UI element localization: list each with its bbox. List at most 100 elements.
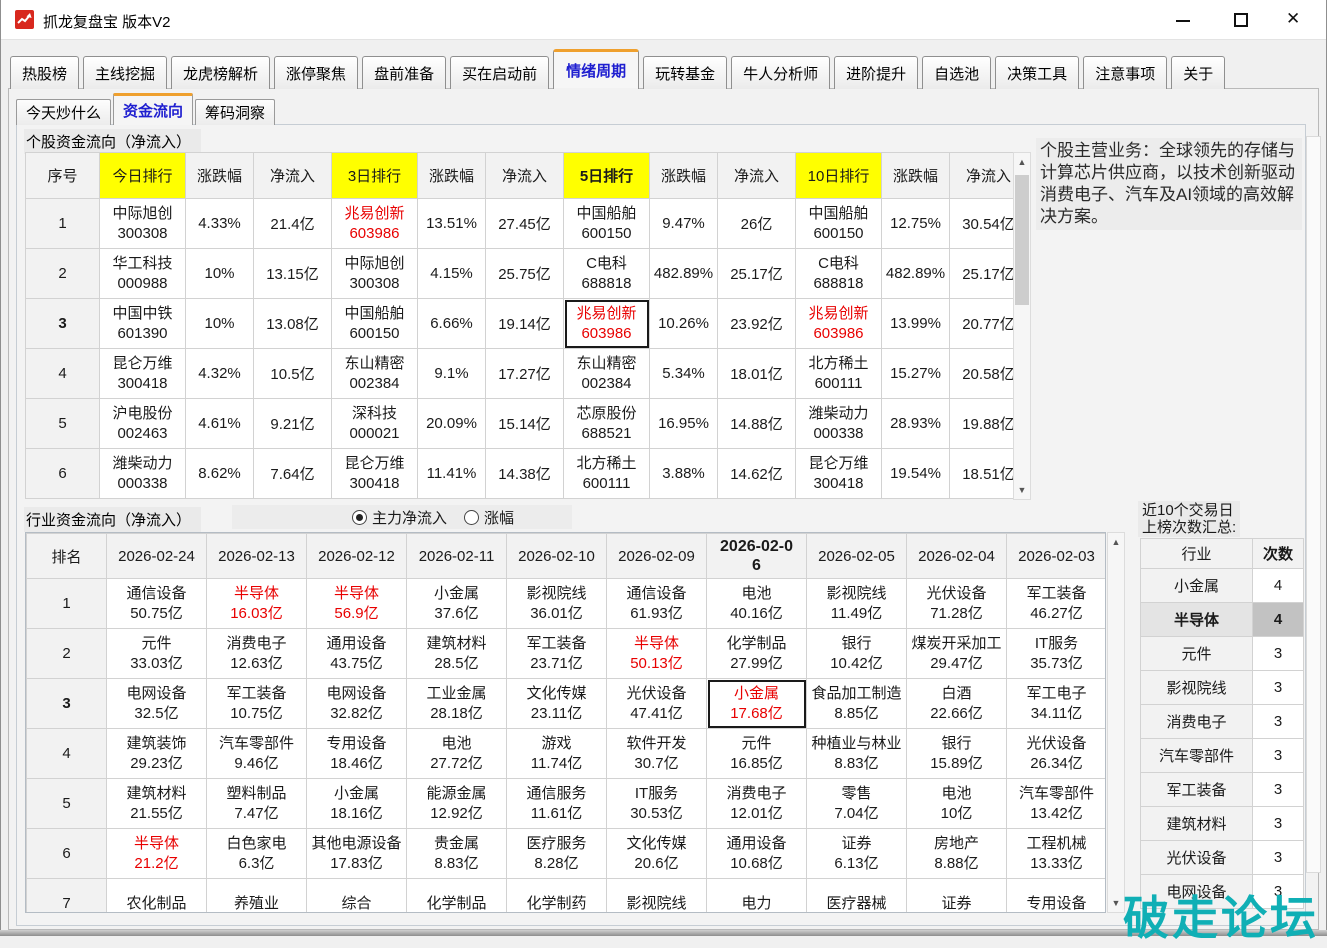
value-cell[interactable]: 17.27亿: [485, 348, 564, 399]
subtab-资金流向[interactable]: 资金流向: [113, 93, 194, 125]
industry-col-header[interactable]: 2026-02-10: [506, 533, 607, 579]
scroll-up-icon[interactable]: ▲: [1017, 157, 1027, 167]
summary-row[interactable]: 影视院线 3: [1140, 670, 1304, 705]
summary-industry[interactable]: 影视院线: [1140, 670, 1253, 705]
value-cell[interactable]: 3.88%: [649, 448, 718, 499]
industry-cell[interactable]: 电网设备 32.5亿: [106, 678, 207, 729]
stock-col-header[interactable]: 涨跌幅: [881, 152, 950, 199]
value-cell[interactable]: 13.51%: [417, 198, 486, 249]
industry-cell[interactable]: 电池 27.72亿: [406, 728, 507, 779]
maximize-button[interactable]: [1218, 0, 1264, 40]
industry-cell[interactable]: 汽车零部件 9.46亿: [206, 728, 307, 779]
stock-cell[interactable]: 沪电股份 002463: [99, 398, 186, 449]
industry-col-header[interactable]: 2026-02-04: [906, 533, 1007, 579]
industry-cell[interactable]: 小金属 17.68亿: [706, 678, 807, 729]
value-cell[interactable]: 4.33%: [185, 198, 254, 249]
industry-cell[interactable]: 元件 33.03亿: [106, 628, 207, 679]
tab-决策工具[interactable]: 决策工具: [995, 56, 1080, 89]
value-cell[interactable]: 11.41%: [417, 448, 486, 499]
minimize-button[interactable]: [1160, 0, 1206, 40]
stock-cell[interactable]: 兆易创新 603986: [563, 298, 650, 349]
industry-cell[interactable]: 文化传媒 20.6亿: [606, 828, 707, 879]
industry-cell[interactable]: 银行 15.89亿: [906, 728, 1007, 779]
summary-row[interactable]: 电网设备 3: [1140, 874, 1304, 909]
industry-cell[interactable]: IT服务 30.53亿: [606, 778, 707, 829]
radio-change-percent[interactable]: 涨幅: [464, 507, 514, 528]
tab-牛人分析师[interactable]: 牛人分析师: [731, 56, 831, 89]
industry-cell[interactable]: 文化传媒 23.11亿: [506, 678, 607, 729]
value-cell[interactable]: 12.75%: [881, 198, 950, 249]
summary-industry[interactable]: 军工装备: [1140, 772, 1253, 807]
value-cell[interactable]: 19.14亿: [485, 298, 564, 349]
value-cell[interactable]: 6.66%: [417, 298, 486, 349]
stock-cell[interactable]: 昆仑万维 300418: [331, 448, 418, 499]
stock-cell[interactable]: C电科 688818: [563, 248, 650, 299]
industry-cell[interactable]: 影视院线 11.49亿: [806, 578, 907, 629]
stock-cell[interactable]: 兆易创新 603986: [795, 298, 882, 349]
industry-cell[interactable]: 通信设备 50.75亿: [106, 578, 207, 629]
industry-col-header[interactable]: 2026-02-12: [306, 533, 407, 579]
stock-col-header[interactable]: 序号: [25, 152, 100, 199]
industry-table-scrollbar[interactable]: ▲ ▼: [1107, 532, 1125, 913]
tab-龙虎榜解析[interactable]: 龙虎榜解析: [171, 56, 271, 89]
industry-cell[interactable]: 建筑材料 21.55亿: [106, 778, 207, 829]
value-cell[interactable]: 8.62%: [185, 448, 254, 499]
industry-cell[interactable]: 消费电子 12.01亿: [706, 778, 807, 829]
industry-cell[interactable]: 专用设备 18.46亿: [306, 728, 407, 779]
stock-col-header[interactable]: 净流入: [717, 152, 796, 199]
industry-cell[interactable]: 通用设备 43.75亿: [306, 628, 407, 679]
value-cell[interactable]: 10.26%: [649, 298, 718, 349]
value-cell[interactable]: 4.61%: [185, 398, 254, 449]
value-cell[interactable]: 15.27%: [881, 348, 950, 399]
summary-row[interactable]: 半导体 4: [1140, 602, 1304, 637]
industry-cell[interactable]: 建筑装饰 29.23亿: [106, 728, 207, 779]
stock-cell[interactable]: 华工科技 000988: [99, 248, 186, 299]
industry-cell[interactable]: 电池 10亿: [906, 778, 1007, 829]
value-cell[interactable]: 9.21亿: [253, 398, 332, 449]
stock-col-header[interactable]: 3日排行: [331, 152, 418, 199]
summary-row[interactable]: 消费电子 3: [1140, 704, 1304, 739]
industry-cell[interactable]: 军工电子 34.11亿: [1006, 678, 1105, 729]
industry-cell[interactable]: 消费电子 12.63亿: [206, 628, 307, 679]
industry-cell[interactable]: 化学制药: [506, 878, 607, 912]
industry-cell[interactable]: 军工装备 10.75亿: [206, 678, 307, 729]
industry-cell[interactable]: 游戏 11.74亿: [506, 728, 607, 779]
summary-row[interactable]: 汽车零部件 3: [1140, 738, 1304, 773]
industry-col-header[interactable]: 2026-02-24: [106, 533, 207, 579]
stock-cell[interactable]: 中国船舶 600150: [795, 198, 882, 249]
summary-industry[interactable]: 元件: [1140, 636, 1253, 671]
tab-涨停聚焦[interactable]: 涨停聚焦: [274, 56, 359, 89]
industry-col-header[interactable]: 2026-02-06: [706, 533, 807, 579]
stock-table-scrollbar[interactable]: ▲ ▼: [1013, 152, 1031, 500]
industry-cell[interactable]: 小金属 37.6亿: [406, 578, 507, 629]
industry-cell[interactable]: 通信设备 61.93亿: [606, 578, 707, 629]
stock-col-header[interactable]: 净流入: [253, 152, 332, 199]
summary-industry[interactable]: 建筑材料: [1140, 806, 1253, 841]
summary-row[interactable]: 光伏设备 3: [1140, 840, 1304, 875]
stock-col-header[interactable]: 10日排行: [795, 152, 882, 199]
industry-cell[interactable]: 电池 40.16亿: [706, 578, 807, 629]
industry-cell[interactable]: 白酒 22.66亿: [906, 678, 1007, 729]
industry-col-header[interactable]: 2026-02-05: [806, 533, 907, 579]
value-cell[interactable]: 13.99%: [881, 298, 950, 349]
value-cell[interactable]: 9.47%: [649, 198, 718, 249]
stock-col-header[interactable]: 涨跌幅: [649, 152, 718, 199]
stock-cell[interactable]: 潍柴动力 000338: [795, 398, 882, 449]
stock-cell[interactable]: 中国船舶 600150: [563, 198, 650, 249]
industry-cell[interactable]: 半导体 21.2亿: [106, 828, 207, 879]
industry-cell[interactable]: 食品加工制造 8.85亿: [806, 678, 907, 729]
industry-cell[interactable]: 煤炭开采加工 29.47亿: [906, 628, 1007, 679]
industry-col-header[interactable]: 2026-02-03: [1006, 533, 1105, 579]
subtab-筹码洞察[interactable]: 筹码洞察: [195, 99, 276, 125]
stock-cell[interactable]: 潍柴动力 000338: [99, 448, 186, 499]
industry-cell[interactable]: 能源金属 12.92亿: [406, 778, 507, 829]
stock-col-header[interactable]: 今日排行: [99, 152, 186, 199]
value-cell[interactable]: 10%: [185, 298, 254, 349]
industry-cell[interactable]: 农化制品: [106, 878, 207, 912]
stock-cell[interactable]: C电科 688818: [795, 248, 882, 299]
industry-cell[interactable]: 医疗器械: [806, 878, 907, 912]
scroll-down-icon[interactable]: ▼: [1017, 485, 1027, 495]
industry-cell[interactable]: 影视院线: [606, 878, 707, 912]
value-cell[interactable]: 15.14亿: [485, 398, 564, 449]
tab-盘前准备[interactable]: 盘前准备: [362, 56, 447, 89]
